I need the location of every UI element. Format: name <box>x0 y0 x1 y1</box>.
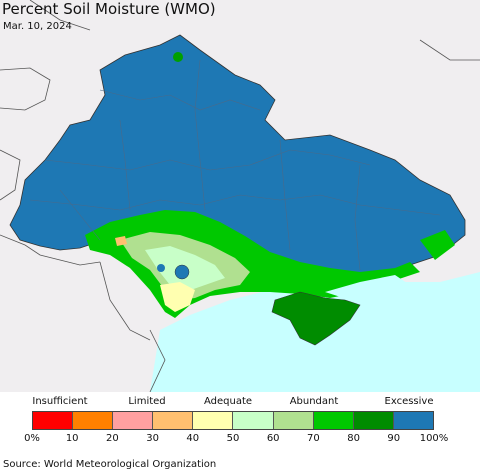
legend-swatch <box>272 412 313 429</box>
legend-swatch <box>192 412 233 429</box>
legend-category: Insufficient <box>32 396 88 407</box>
legend-swatch <box>392 412 433 429</box>
north-green-spot <box>173 52 183 62</box>
soil-moisture-map <box>0 0 480 392</box>
legend-tick-label: 100% <box>419 433 449 444</box>
oblast-borders <box>29 59 441 271</box>
legend-swatch <box>72 412 113 429</box>
legend-color-bar <box>32 411 434 430</box>
south-orange <box>115 236 127 246</box>
legend-tick-label: 30 <box>146 433 159 444</box>
legend-swatch <box>312 412 353 429</box>
legend-tick-label: 60 <box>266 433 280 444</box>
legend-categories: Insufficient Limited Adequate Abundant E… <box>0 396 480 410</box>
source-credit: Source: World Meteorological Organizatio… <box>3 459 217 470</box>
legend-tick-label: 90 <box>387 433 401 444</box>
legend-tick-label: 0% <box>24 433 40 444</box>
legend-tick-label: 50 <box>226 433 240 444</box>
map-date: Mar. 10, 2024 <box>3 21 72 32</box>
legend-tick-label: 40 <box>186 433 200 444</box>
legend-tick-label: 20 <box>106 433 119 444</box>
legend-category: Excessive <box>384 396 434 407</box>
crimea <box>271 291 361 346</box>
map-title: Percent Soil Moisture (WMO) <box>2 0 216 18</box>
legend-category: Limited <box>128 396 166 407</box>
legend-category: Abundant <box>289 396 339 407</box>
neighbour-borders <box>0 0 480 392</box>
south-yellow <box>160 282 195 312</box>
legend-ticks: 0% 10 20 30 40 50 60 70 80 90 100% <box>0 433 480 447</box>
legend-category: Adequate <box>203 396 253 407</box>
legend-swatch <box>232 412 273 429</box>
legend-tick-label: 70 <box>307 433 320 444</box>
legend-tick-label: 80 <box>347 433 360 444</box>
south-blue-spot <box>157 264 165 272</box>
east-green-spot <box>420 230 455 260</box>
sea-of-azov <box>325 275 410 300</box>
legend-tick-label: 10 <box>65 433 79 444</box>
legend-swatch <box>152 412 193 429</box>
legend-swatch <box>112 412 153 429</box>
legend-swatch <box>33 412 73 429</box>
legend-swatch <box>352 412 393 429</box>
south-blue-spot <box>174 264 190 280</box>
